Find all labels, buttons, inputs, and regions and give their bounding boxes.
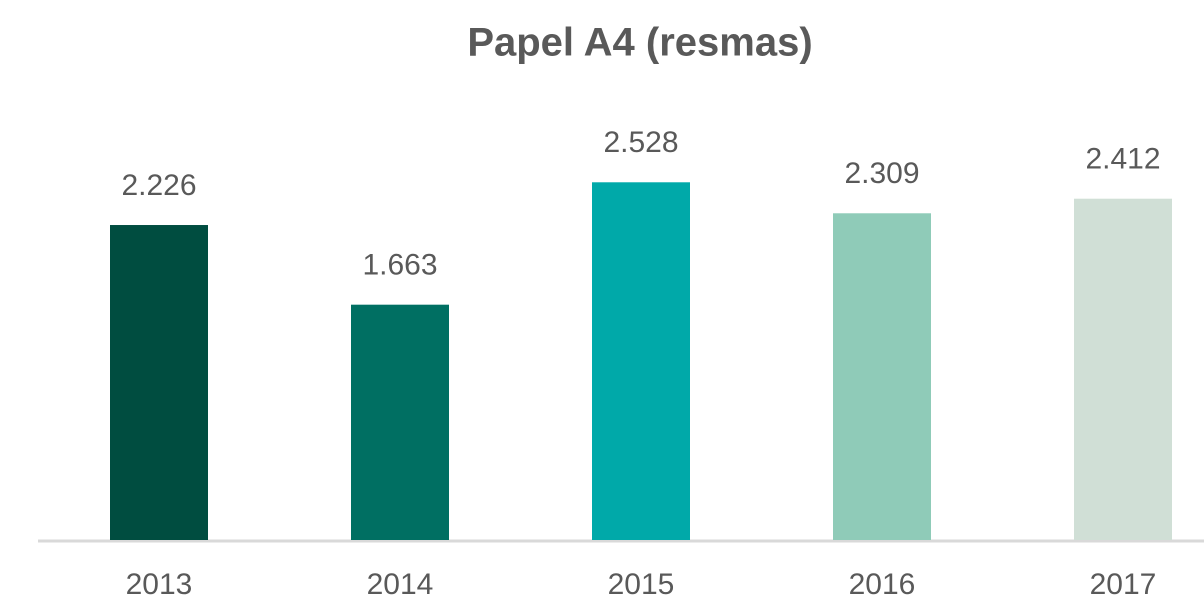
x-tick-label: 2014 (367, 568, 434, 601)
bar (351, 304, 449, 540)
data-label: 2.226 (121, 169, 196, 202)
chart-title: Papel A4 (resmas) (467, 21, 812, 65)
data-label: 1.663 (362, 249, 437, 282)
x-tick-label: 2017 (1090, 568, 1157, 601)
data-label: 2.309 (844, 157, 919, 190)
bar (833, 213, 931, 541)
x-tick-label: 2016 (849, 568, 916, 601)
data-label: 2.412 (1085, 143, 1160, 176)
x-tick-label: 2013 (126, 568, 193, 601)
bar (592, 182, 690, 540)
data-label: 2.528 (603, 126, 678, 159)
bar (1074, 198, 1172, 540)
bar (110, 225, 208, 540)
x-tick-label: 2015 (608, 568, 675, 601)
